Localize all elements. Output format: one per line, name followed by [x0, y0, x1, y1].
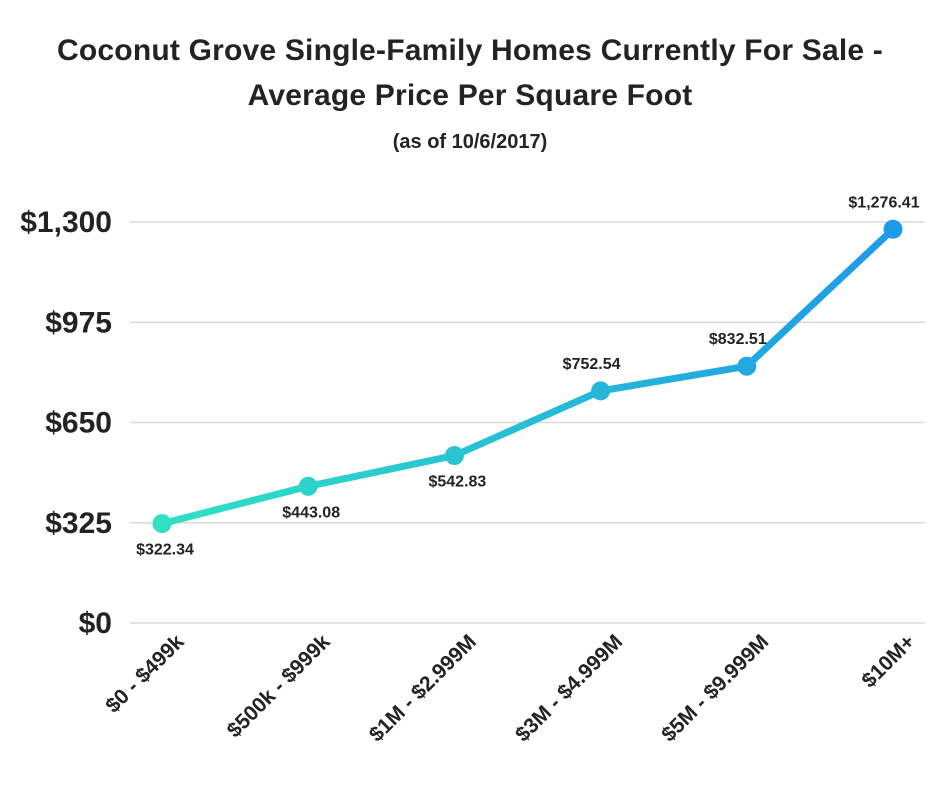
- data-point-marker: [298, 476, 318, 496]
- data-point-label: $542.83: [428, 474, 486, 491]
- y-axis-tick-label: $650: [45, 407, 112, 440]
- data-point-marker: [591, 381, 611, 401]
- chart-header: Coconut Grove Single-Family Homes Curren…: [0, 28, 940, 154]
- data-point-marker: [444, 446, 464, 466]
- price-line: [158, 225, 897, 528]
- data-point-label: $832.51: [709, 331, 767, 348]
- x-axis-category-label: $10M+: [857, 630, 919, 692]
- chart-title-line-2: Average Price Per Square Foot: [247, 79, 693, 112]
- x-axis-category-label: $1M - $2.999M: [365, 630, 481, 746]
- y-axis-tick-label: $975: [45, 306, 112, 339]
- data-point-label: $752.54: [563, 356, 621, 373]
- data-point-marker: [152, 514, 172, 534]
- y-axis-tick-label: $1,300: [20, 206, 112, 239]
- y-axis-tick-label: $0: [79, 607, 112, 640]
- data-point-marker: [737, 356, 757, 376]
- x-axis-category-label: $5M - $9.999M: [657, 630, 773, 746]
- data-point-marker: [883, 219, 903, 239]
- data-point-label: $1,276.41: [848, 194, 919, 211]
- chart-title-line-1: Coconut Grove Single-Family Homes Curren…: [57, 34, 883, 67]
- chart-subtitle: (as of 10/6/2017): [392, 131, 548, 153]
- data-point-label: $322.34: [136, 542, 194, 559]
- x-axis-category-label: $3M - $4.999M: [511, 630, 627, 746]
- y-axis-tick-label: $325: [45, 507, 112, 540]
- data-point-label: $443.08: [282, 504, 340, 521]
- x-axis-category-label: $500k - $999k: [223, 630, 335, 742]
- x-axis-category-label: $0 - $499k: [101, 630, 188, 717]
